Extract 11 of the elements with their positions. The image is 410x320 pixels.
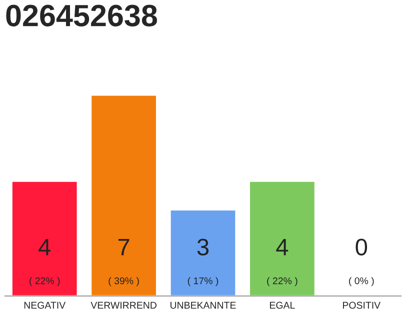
data-label: 3 ( 17% ) bbox=[188, 238, 218, 286]
data-label: 0 ( 0% ) bbox=[349, 238, 374, 286]
data-label: 4 ( 22% ) bbox=[30, 238, 60, 286]
x-tick-label: VERWIRREND bbox=[90, 302, 156, 309]
data-label: 4 ( 22% ) bbox=[267, 238, 298, 286]
x-tick-label: EGAL bbox=[270, 302, 295, 309]
x-tick-label: UNBEKANNTE bbox=[170, 302, 236, 309]
chart-title: 026452638 bbox=[6, 4, 158, 26]
x-tick-label: POSITIV bbox=[343, 302, 381, 309]
data-label: 7 ( 39% ) bbox=[108, 238, 139, 286]
x-tick-label: NEGATIV bbox=[24, 302, 66, 309]
